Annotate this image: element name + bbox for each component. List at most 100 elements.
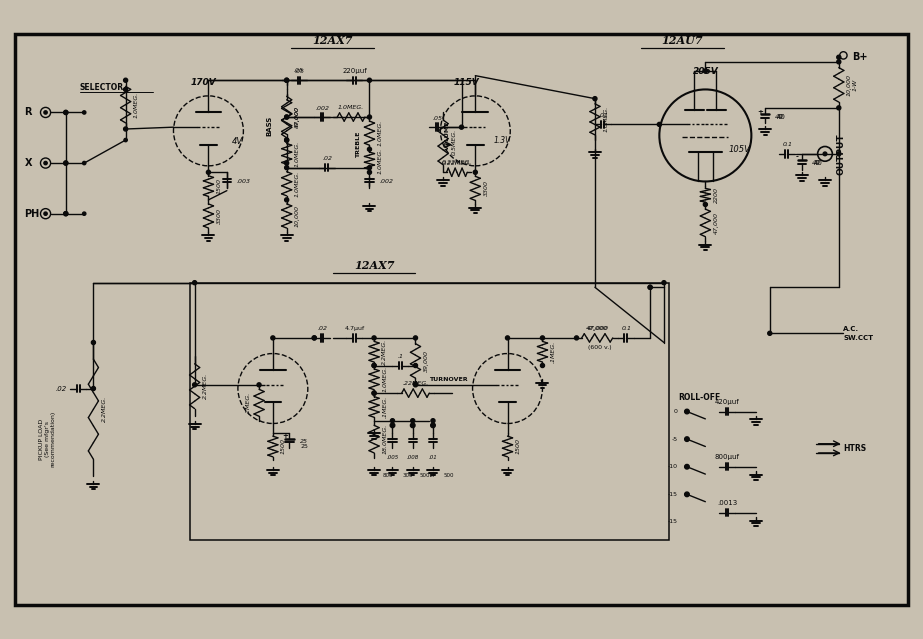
Text: -10: -10 xyxy=(667,465,677,469)
Circle shape xyxy=(390,419,394,423)
Text: 10,000: 10,000 xyxy=(847,74,852,96)
Circle shape xyxy=(431,423,436,427)
Circle shape xyxy=(648,285,653,289)
Circle shape xyxy=(193,383,197,387)
Circle shape xyxy=(82,212,86,215)
Circle shape xyxy=(124,88,127,91)
Circle shape xyxy=(685,437,689,442)
Text: .02: .02 xyxy=(318,327,328,332)
Circle shape xyxy=(460,125,463,129)
Text: 1.3V: 1.3V xyxy=(494,135,511,144)
Text: 40: 40 xyxy=(814,160,822,166)
Text: (600 v.): (600 v.) xyxy=(588,344,611,350)
Bar xyxy=(190,282,668,541)
Text: +: + xyxy=(282,433,288,440)
Text: 1500: 1500 xyxy=(516,438,521,454)
Circle shape xyxy=(648,285,653,289)
Text: 10,000: 10,000 xyxy=(295,205,300,227)
Circle shape xyxy=(372,364,376,367)
Circle shape xyxy=(82,111,86,114)
Text: TURNOVER: TURNOVER xyxy=(429,377,468,382)
Text: 12AU7: 12AU7 xyxy=(662,35,703,46)
Text: +: + xyxy=(758,109,763,114)
Circle shape xyxy=(284,138,289,142)
Text: 800: 800 xyxy=(383,473,393,479)
Circle shape xyxy=(44,162,47,165)
Circle shape xyxy=(574,336,579,340)
Text: .002: .002 xyxy=(379,179,393,184)
Text: 12AX7: 12AX7 xyxy=(312,35,353,46)
Text: 18.0MEG.: 18.0MEG. xyxy=(382,424,388,454)
Text: HTRS: HTRS xyxy=(844,444,867,453)
Text: 420μuf: 420μuf xyxy=(715,399,740,405)
Circle shape xyxy=(64,111,67,114)
Text: 40: 40 xyxy=(777,114,786,120)
Circle shape xyxy=(312,336,317,340)
Text: R: R xyxy=(24,107,32,118)
Text: OUTPUT: OUTPUT xyxy=(837,133,846,174)
Text: 170V: 170V xyxy=(191,78,217,87)
Circle shape xyxy=(312,336,317,340)
Text: 25: 25 xyxy=(300,440,307,444)
Circle shape xyxy=(837,152,841,156)
Text: ROLL-OFF: ROLL-OFF xyxy=(677,393,720,402)
Circle shape xyxy=(837,55,841,59)
Circle shape xyxy=(64,161,67,165)
Text: .1MEG.: .1MEG. xyxy=(551,341,556,363)
Circle shape xyxy=(284,78,289,82)
Text: 500LP: 500LP xyxy=(420,473,437,479)
Text: 2.2MEG.: 2.2MEG. xyxy=(203,373,208,399)
Text: .22MEG.: .22MEG. xyxy=(402,381,428,386)
Circle shape xyxy=(372,391,376,395)
Circle shape xyxy=(367,78,371,82)
Circle shape xyxy=(411,423,415,427)
Text: X: X xyxy=(24,158,32,168)
Text: .05: .05 xyxy=(433,116,442,121)
Circle shape xyxy=(593,96,597,101)
Text: .0013: .0013 xyxy=(717,500,737,506)
Text: 12AX7: 12AX7 xyxy=(354,259,394,271)
Text: 205V: 205V xyxy=(692,66,718,75)
Text: 1500: 1500 xyxy=(282,438,286,454)
Circle shape xyxy=(284,115,289,119)
Text: .002: .002 xyxy=(316,105,330,111)
Circle shape xyxy=(541,364,545,367)
Circle shape xyxy=(284,198,289,202)
Text: 3300: 3300 xyxy=(484,180,488,196)
Text: 1-W: 1-W xyxy=(853,79,857,91)
Text: 0.5MEG.: 0.5MEG. xyxy=(451,129,456,155)
Circle shape xyxy=(124,78,127,82)
Text: 25: 25 xyxy=(301,444,308,449)
Text: 0.22MEG.: 0.22MEG. xyxy=(442,161,472,166)
Text: 1.0MEG.: 1.0MEG. xyxy=(295,141,300,167)
Circle shape xyxy=(284,161,289,165)
Circle shape xyxy=(207,170,210,174)
Circle shape xyxy=(837,60,841,64)
Text: .1MEG.: .1MEG. xyxy=(246,392,251,414)
Text: 2200: 2200 xyxy=(713,187,719,203)
Text: .005: .005 xyxy=(387,455,399,460)
Circle shape xyxy=(44,111,47,114)
Text: 47,000: 47,000 xyxy=(295,106,300,128)
Circle shape xyxy=(284,138,289,142)
Circle shape xyxy=(372,336,376,340)
Text: SW.CCT: SW.CCT xyxy=(844,335,873,341)
Text: PH: PH xyxy=(24,209,40,219)
Circle shape xyxy=(367,115,371,119)
Circle shape xyxy=(685,492,689,497)
Circle shape xyxy=(823,152,827,156)
Circle shape xyxy=(473,170,477,174)
Text: .1MEG.: .1MEG. xyxy=(382,396,388,418)
Text: TREBLE: TREBLE xyxy=(355,132,361,158)
Text: 4.7μuf: 4.7μuf xyxy=(344,327,365,332)
Text: 47,000: 47,000 xyxy=(587,327,608,332)
Circle shape xyxy=(372,391,376,395)
Circle shape xyxy=(703,69,707,73)
Circle shape xyxy=(414,382,417,386)
Text: 0.1: 0.1 xyxy=(621,327,631,332)
Text: 1.0MEG.: 1.0MEG. xyxy=(378,120,383,146)
Circle shape xyxy=(64,212,67,216)
Text: 500: 500 xyxy=(443,473,454,479)
Circle shape xyxy=(390,423,395,427)
Text: VOLUME: VOLUME xyxy=(445,121,450,150)
